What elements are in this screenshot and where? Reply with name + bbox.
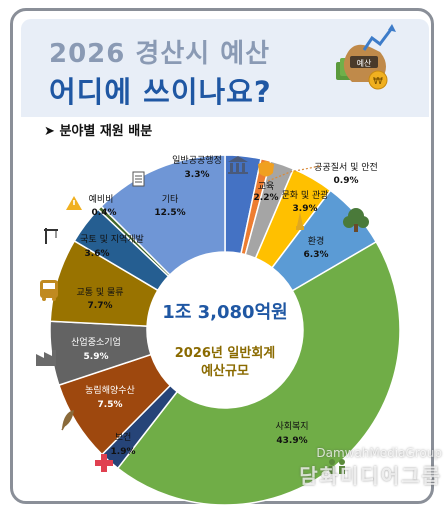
value-agriculture: 7.5%	[98, 400, 123, 410]
watermark-en: DamwahMediaGroup	[316, 446, 442, 460]
value-culture: 3.9%	[293, 204, 318, 214]
value-general-admin: 3.3%	[185, 170, 210, 180]
label-agriculture: 농림해양수산	[85, 384, 135, 396]
bus-icon	[40, 280, 58, 301]
arrow-bullet-icon: ➤	[44, 124, 55, 139]
page-title: 어디에 쓰이나요?	[49, 75, 272, 109]
money-bag-icon: 예산 ₩	[336, 24, 396, 90]
section-heading-text: 분야별 재원 배분	[59, 124, 153, 139]
label-transport: 교통 및 물류	[76, 286, 123, 298]
crane-icon	[44, 228, 58, 244]
label-reserve: 예비비	[89, 194, 114, 205]
shield-icon	[258, 161, 274, 177]
monument-icon	[296, 212, 304, 230]
watermark-ko: 담화미디어그룹	[299, 464, 442, 488]
donut-slices	[49, 154, 401, 506]
label-general-admin: 일반공공행정	[172, 154, 222, 166]
value-environment: 6.3%	[304, 250, 329, 260]
leaf-icon	[61, 410, 74, 431]
people-icon	[329, 459, 345, 474]
value-welfare: 43.9%	[276, 436, 307, 446]
label-other: 기타	[162, 194, 179, 205]
value-land-dev: 3.6%	[85, 249, 110, 259]
value-public-safety: 0.9%	[334, 176, 359, 186]
building-icon	[228, 156, 248, 174]
document-icon	[132, 171, 145, 187]
label-environment: 환경	[308, 235, 325, 247]
donut-slice-5	[116, 240, 401, 506]
center-caption-1: 2026년 일반회계	[175, 345, 276, 361]
title-year: 2026 경산시 예산	[49, 39, 271, 69]
money-label: 예산	[357, 58, 372, 68]
category-icons	[36, 156, 369, 474]
label-culture: 문화 및 관광	[281, 189, 328, 201]
center-caption-2: 예산규모	[201, 363, 249, 379]
value-reserve: 0.4%	[92, 208, 117, 218]
center-total: 1조 3,080억원	[162, 302, 287, 323]
value-health: 1.9%	[111, 447, 136, 457]
value-education: 2.2%	[254, 193, 279, 203]
header-panel: 2026 경산시 예산 어디에 쓰이나요?	[21, 19, 429, 117]
label-industry: 산업중소기업	[71, 337, 121, 348]
donut-slice-12	[100, 154, 226, 276]
label-land-dev: 국토 및 지역개발	[80, 233, 144, 245]
label-welfare: 사회복지	[275, 421, 308, 432]
svg-text:₩: ₩	[373, 76, 383, 87]
label-education: 교육	[258, 181, 275, 192]
watermark: DamwahMediaGroup 담화미디어그룹	[262, 446, 442, 489]
medical-cross-icon	[95, 454, 113, 472]
warning-icon	[66, 196, 82, 210]
label-public-safety: 공공질서 및 안전	[314, 161, 378, 173]
label-health: 보건	[115, 432, 132, 443]
tree-icon	[343, 208, 369, 232]
slice-labels: 일반공공행정 3.3% 공공질서 및 안전 0.9% 교육 2.2% 문화 및 …	[71, 154, 378, 457]
value-transport: 7.7%	[88, 301, 113, 311]
value-industry: 5.9%	[84, 352, 109, 362]
leader-line	[267, 165, 321, 182]
factory-icon	[36, 350, 56, 366]
value-other: 12.5%	[154, 208, 185, 218]
section-heading: ➤ 분야별 재원 배분	[44, 120, 152, 139]
